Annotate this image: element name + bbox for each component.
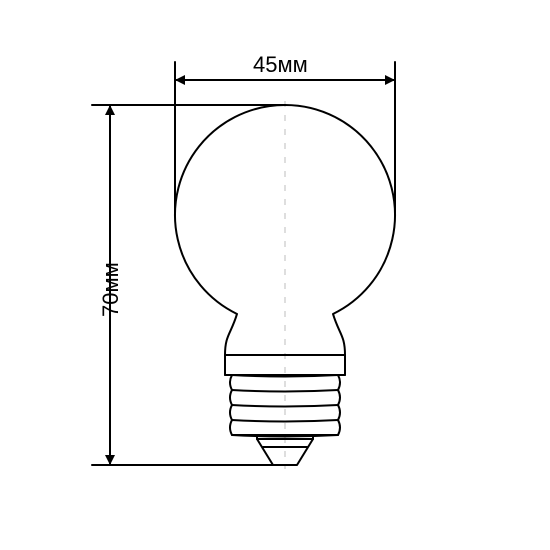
width-dimension-label: 45мм <box>253 52 308 78</box>
diagram-stage: 45мм 70мм <box>0 0 550 550</box>
bulb-dimension-drawing <box>0 0 550 550</box>
height-dimension-label: 70мм <box>98 262 124 317</box>
